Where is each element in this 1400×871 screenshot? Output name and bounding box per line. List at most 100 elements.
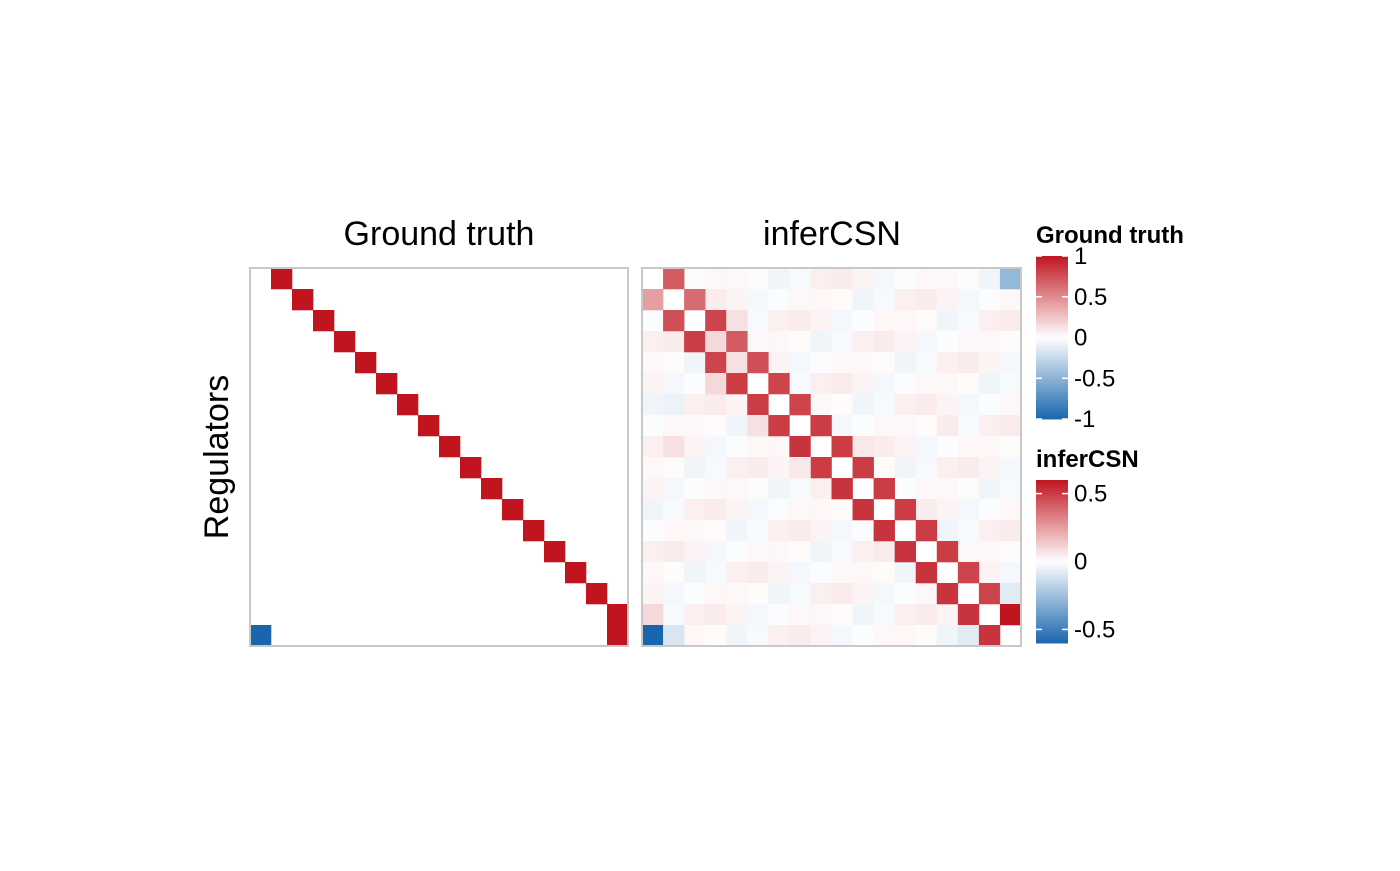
heatmap-cell-background [789,352,811,374]
heatmap-cell-background [999,331,1022,353]
colorbar-strip [1036,337,1068,341]
heatmap-cell-background [978,478,1001,500]
heatmap-cell [355,352,377,374]
heatmap-cell-background [663,520,685,542]
heatmap-cell-background [873,310,895,332]
heatmap-cell-background [957,478,980,500]
heatmap-cell [663,625,685,647]
heatmap-cell-background [642,331,664,353]
heatmap-cell-background [957,331,980,353]
colorbar-strip [1036,556,1068,560]
colorbar-strip [1036,515,1068,519]
heatmap-cell-background [726,583,748,605]
heatmap-cell-background [705,394,727,416]
heatmap-cell-background [894,604,917,626]
heatmap-cell-background [936,310,959,332]
heatmap-cell [915,520,938,542]
heatmap-cell-background [852,352,874,374]
colorbar-strip [1036,288,1068,292]
heatmap-cell [915,562,938,584]
heatmap-cell [250,625,272,647]
heatmap-cell-background [894,625,917,647]
heatmap-cell-background [810,520,832,542]
colorbar-strip [1036,534,1068,538]
colorbar-strip [1036,315,1068,319]
colorbar-strip [1036,607,1068,611]
colorbar-strip [1036,321,1068,325]
heatmap-cell [523,520,545,542]
heatmap-cell-background [978,562,1001,584]
heatmap-cell [502,499,524,521]
panel-title-infercsn: inferCSN [763,215,901,253]
heatmap-cell-background [999,541,1022,563]
heatmap-cell-background [684,604,706,626]
heatmap-cell-background [684,541,706,563]
heatmap-cell-background [810,625,832,647]
heatmap-cell-background [915,394,938,416]
heatmap-cell [705,331,727,353]
heatmap-cell-background [852,373,874,395]
colorbar-strip [1036,348,1068,352]
heatmap-cell-background [726,457,748,479]
colorbar-strip [1036,313,1068,317]
heatmap-cell-background [873,331,895,353]
heatmap-cell-background [684,394,706,416]
colorbar-strip [1036,372,1068,377]
colorbar-strip [1036,397,1068,401]
heatmap-cell-background [663,541,685,563]
heatmap-cell-background [789,268,811,290]
heatmap-cell-background [873,583,895,605]
heatmap-cell-background [789,562,811,584]
colorbar-strip [1036,416,1068,420]
colorbar-strip [1036,547,1068,552]
heatmap-cell-background [999,457,1022,479]
heatmap-cell-background [957,310,980,332]
heatmap-cell [726,310,748,332]
heatmap-cell-background [894,478,917,500]
heatmap-cell-background [684,478,706,500]
heatmap-cell-background [747,541,769,563]
heatmap-cell-background [936,373,959,395]
heatmap-cell [789,394,811,416]
colorbar-strip [1036,318,1068,322]
heatmap-cell-background [873,625,895,647]
heatmap-cell [852,499,874,521]
colorbar-strip [1036,482,1068,486]
heatmap-cell-background [684,352,706,374]
heatmap-cell-background [936,394,959,416]
colorbar-tick-label: 0 [1074,549,1087,576]
heatmap-cell-background [726,604,748,626]
heatmap-cell-background [768,499,790,521]
heatmap-cell-background [684,268,706,290]
heatmap-cell-background [894,373,917,395]
heatmap-cell-background [663,352,685,374]
heatmap-cell-background [873,268,895,290]
heatmap-cell-background [957,352,980,374]
heatmap-cell-background [663,415,685,437]
colorbar-strip [1036,599,1068,603]
heatmap-cell-background [873,352,895,374]
heatmap-cell-background [915,604,938,626]
heatmap-cell-background [999,562,1022,584]
heatmap-cell-background [936,499,959,521]
heatmap-cell [978,625,1001,647]
heatmap-cell [978,583,1001,605]
heatmap-cell-background [810,478,832,500]
colorbar-strip [1036,370,1068,374]
heatmap-cell-background [705,478,727,500]
heatmap-cell-background [663,331,685,353]
heatmap-cell [873,520,895,542]
colorbar-strip [1036,613,1068,617]
heatmap-cell-background [978,268,1001,290]
heatmap-cell-background [957,541,980,563]
heatmap-cell [663,310,685,332]
colorbar-strip [1036,391,1068,396]
colorbar-strip [1036,488,1068,492]
heatmap-cell-background [705,520,727,542]
heatmap-cell-background [789,625,811,647]
heatmap-cell-background [915,352,938,374]
colorbar-strip [1036,375,1068,379]
heatmap-cell [607,625,629,647]
heatmap-cell-background [768,583,790,605]
heatmap-cell-background [768,352,790,374]
